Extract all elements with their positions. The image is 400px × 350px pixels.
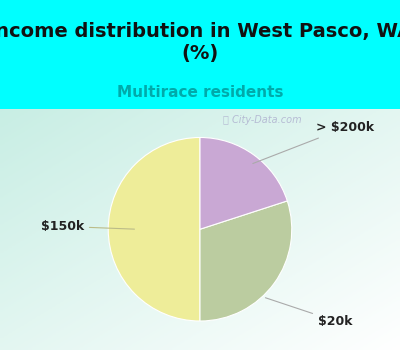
Text: $20k: $20k: [266, 298, 352, 328]
Text: ⓘ City-Data.com: ⓘ City-Data.com: [224, 115, 302, 125]
Wedge shape: [200, 138, 287, 229]
Wedge shape: [200, 201, 292, 321]
Text: $150k: $150k: [41, 220, 134, 233]
Wedge shape: [108, 138, 200, 321]
Text: Income distribution in West Pasco, WA
(%): Income distribution in West Pasco, WA (%…: [0, 22, 400, 63]
Text: Multirace residents: Multirace residents: [117, 85, 283, 100]
Text: > $200k: > $200k: [253, 121, 374, 163]
